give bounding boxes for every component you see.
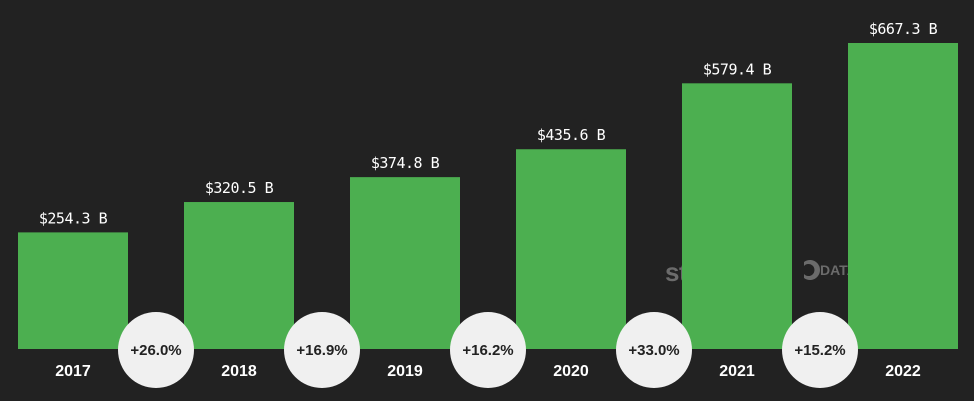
growth-label-3: +16.2% [462, 342, 513, 359]
value-label-2017: $254.3 B [39, 209, 108, 227]
x-tick-label-2018: 2018 [221, 363, 257, 380]
bar-2021 [682, 83, 792, 350]
growth-label-2: +16.9% [296, 342, 347, 359]
growth-badge-2 [284, 312, 360, 388]
growth-badge-5 [782, 312, 858, 388]
value-label-2020: $435.6 B [537, 126, 606, 144]
value-label-2021: $579.4 B [703, 60, 772, 78]
x-tick-label-2020: 2020 [553, 363, 589, 380]
growth-badge-4 [616, 312, 692, 388]
bar-2019 [350, 177, 460, 349]
bar-2018 [184, 202, 294, 349]
value-label-2022: $667.3 B [869, 20, 938, 38]
growth-badge-1 [118, 312, 194, 388]
growth-badge-3 [450, 312, 526, 388]
x-tick-label-2017: 2017 [55, 363, 91, 380]
growth-label-5: +15.2% [794, 342, 845, 359]
growth-badges-group: +26.0% +16.9% +16.2% +33.0% +15.2% [118, 312, 858, 388]
value-label-2018: $320.5 B [205, 179, 274, 197]
bar-2022 [848, 43, 958, 349]
growth-label-4: +33.0% [628, 342, 679, 359]
growth-label-1: +26.0% [130, 342, 181, 359]
bar-2017 [18, 232, 128, 349]
datareportal-logo-icon [804, 260, 820, 280]
value-label-2019: $374.8 B [371, 154, 440, 172]
x-tick-label-2022: 2022 [885, 363, 921, 380]
bars-group: $254.3 B 2017 $320.5 B 2018 $374.8 B 2019 $435… [18, 20, 958, 380]
x-tick-label-2021: 2021 [719, 363, 755, 380]
bar-2020 [516, 149, 626, 349]
x-tick-label-2019: 2019 [387, 363, 423, 380]
